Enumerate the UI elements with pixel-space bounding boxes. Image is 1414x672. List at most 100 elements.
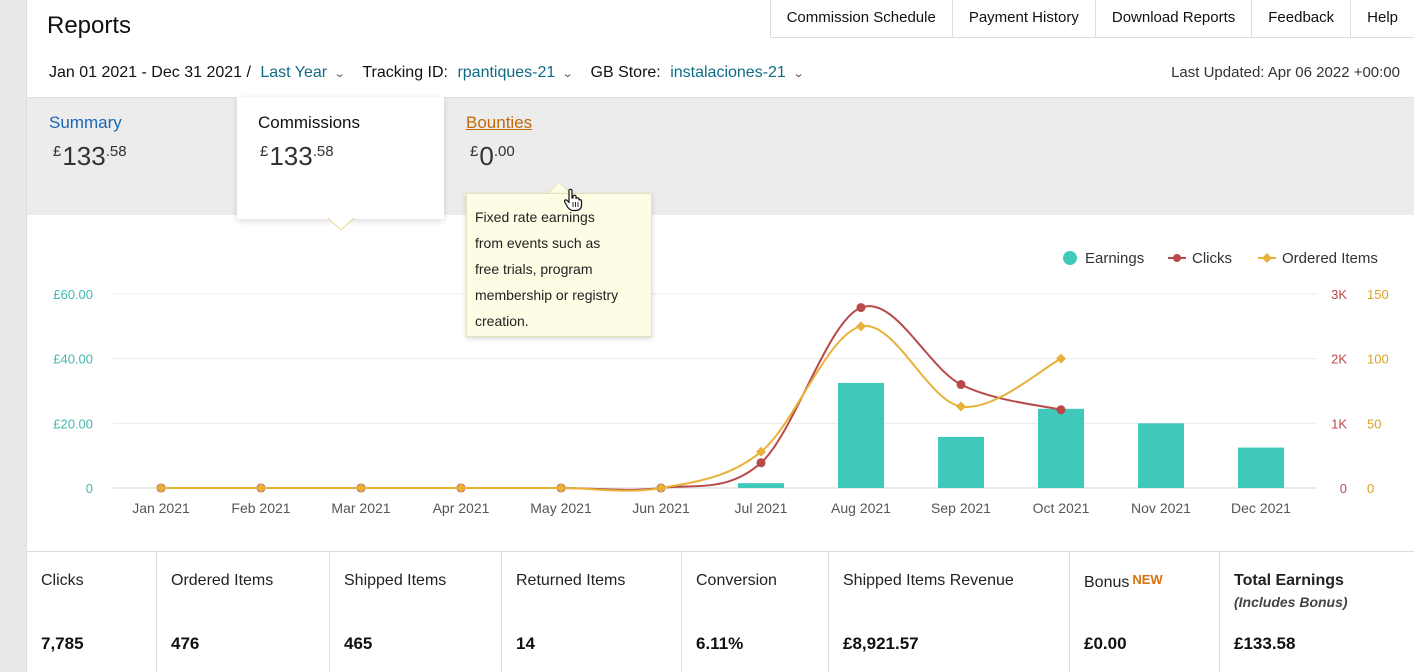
x-tick-label: Aug 2021 [831,500,891,516]
y-left-tick-label: £20.00 [53,416,93,431]
tooltip-line: Fixed rate earnings [475,209,595,225]
currency-symbol: £ [53,143,62,160]
legend-marker [1262,253,1272,263]
stat-bonus: Bonus NEW £0.00 [1070,552,1220,672]
x-tick-label: Feb 2021 [231,500,290,516]
top-nav: Commission Schedule Payment History Down… [769,0,1414,38]
stat-note: (Includes Bonus) [1234,594,1348,610]
y-left-tick-label: 0 [86,481,93,496]
legend-label: Earnings [1085,250,1144,267]
earnings-bar [1138,423,1184,488]
chevron-down-icon: ⌄ [333,68,346,80]
clicks-point [856,303,866,313]
ordered-items-point [456,483,466,493]
y-right-ordered-tick-label: 0 [1367,481,1374,496]
chevron-down-icon: ⌄ [792,68,805,80]
stat-value: £0.00 [1084,634,1127,653]
tooltip-line: creation. [475,313,529,329]
chevron-down-icon: ⌄ [561,68,574,80]
payment-history-link[interactable]: Payment History [953,0,1096,37]
y-right-ordered-tick-label: 100 [1367,352,1389,367]
amount-decimal: .00 [493,143,515,160]
ordered-items-point [756,446,766,457]
x-tick-label: Oct 2021 [1033,500,1090,516]
new-badge: NEW [1132,572,1163,587]
amount-whole: 133 [269,141,313,171]
stat-label: Shipped Items [344,572,447,589]
stat-label: Total Earnings [1234,572,1344,589]
commission-schedule-link[interactable]: Commission Schedule [771,0,953,37]
y-right-clicks-tick-label: 0 [1340,481,1347,496]
tab-bounties[interactable]: Bounties £0.00 [466,113,532,172]
ordered-items-point [856,321,866,332]
clicks-point [756,458,766,468]
ordered-items-point [356,483,366,493]
x-tick-label: Dec 2021 [1231,500,1291,516]
legend-marker [1173,254,1181,262]
earnings-bar [738,483,784,488]
currency-symbol: £ [260,143,269,160]
download-reports-link[interactable]: Download Reports [1096,0,1253,37]
earnings-bar [838,382,884,488]
ordered-items-point [1056,353,1066,364]
stat-value: 7,785 [41,634,84,653]
stat-returned-items: Returned Items 14 [502,552,682,672]
y-right-clicks-tick-label: 3K [1331,287,1347,302]
store-value: instalaciones-21 [670,64,786,81]
amount-whole: 133 [62,141,106,171]
last-updated: Last Updated: Apr 06 2022 +00:00 [1171,64,1400,81]
legend-label: Clicks [1192,250,1232,267]
clicks-point [1056,405,1066,415]
stat-label: Shipped Items Revenue [843,572,1014,589]
amount-decimal: .58 [105,143,127,160]
ordered-items-point [156,483,166,493]
stats-row: Clicks 7,785 Ordered Items 476 Shipped I… [27,551,1414,672]
tracking-id-label: Tracking ID: [362,64,448,81]
tab-summary[interactable]: Summary £133.58 [49,113,127,172]
stat-value: £133.58 [1234,634,1296,653]
store-dropdown[interactable]: GB Store: instalaciones-21 ⌄ [591,64,822,82]
hand-cursor-icon [563,188,583,212]
page-title: Reports [47,12,132,39]
x-tick-label: Jul 2021 [735,500,788,516]
stat-ordered-items: Ordered Items 476 [157,552,330,672]
stat-shipped-revenue: Shipped Items Revenue £8,921.57 [829,552,1070,672]
currency-symbol: £ [470,143,479,160]
tab-bounties-label: Bounties [466,113,533,132]
y-right-clicks-tick-label: 2K [1331,352,1347,367]
tab-summary-label: Summary [49,113,122,132]
clicks-point [956,380,966,390]
earnings-chart: 0 0 0 £20.00 1K 50 £40.00 2K 100 £60.00 3K 150 Jan 2… [53,250,1389,516]
y-left-tick-label: £60.00 [53,287,93,302]
date-range-dropdown[interactable]: Jan 01 2021 - Dec 31 2021 / Last Year ⌄ [49,64,362,82]
earnings-bar [1238,447,1284,488]
y-left-tick-label: £40.00 [53,352,93,367]
tooltip-line: membership or registry [475,287,619,303]
feedback-link[interactable]: Feedback [1252,0,1352,37]
tracking-id-dropdown[interactable]: Tracking ID: rpantiques-21 ⌄ [362,64,590,82]
ordered-items-point [956,401,966,412]
x-tick-label: Apr 2021 [433,500,490,516]
ordered-items-point [556,483,566,493]
stat-value: 14 [516,634,535,653]
reports-panel: Reports Commission Schedule Payment Hist… [26,0,1414,672]
y-right-ordered-tick-label: 150 [1367,287,1389,302]
earnings-bar [938,436,984,488]
ordered-items-point [656,483,666,493]
ordered-items-line [160,325,1062,492]
bounties-amount: £0.00 [470,141,532,172]
tab-commissions[interactable]: Commissions £133.58 [237,97,444,219]
y-right-ordered-tick-label: 50 [1367,416,1381,431]
report-tabs-band [27,97,1414,215]
date-preset-text: Last Year [260,64,328,81]
x-tick-label: Sep 2021 [931,500,991,516]
stat-value: 476 [171,634,200,653]
help-link[interactable]: Help [1367,9,1398,26]
tooltip-line: free trials, program [475,261,593,277]
stat-value: 465 [344,634,373,653]
summary-amount: £133.58 [53,141,127,172]
stat-label: Ordered Items [171,572,274,589]
stat-shipped-items: Shipped Items 465 [330,552,502,672]
date-range-text: Jan 01 2021 - Dec 31 2021 / [49,64,251,81]
stat-conversion: Conversion 6.11% [682,552,829,672]
